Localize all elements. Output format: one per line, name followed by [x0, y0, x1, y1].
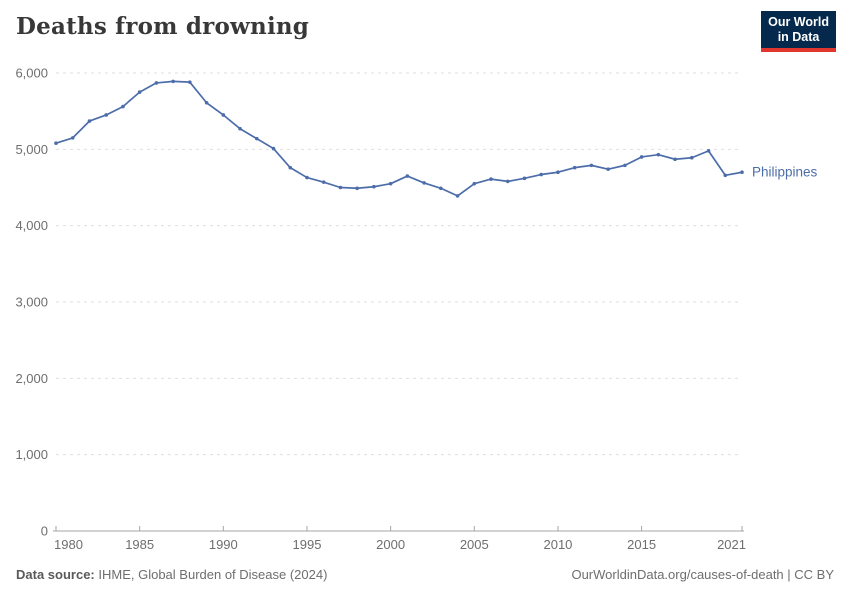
data-point-marker	[455, 194, 460, 198]
data-point-marker	[639, 155, 644, 159]
data-point-marker	[154, 81, 159, 85]
owid-logo-line2: in Data	[777, 30, 820, 44]
data-source-label: Data source:	[16, 567, 95, 582]
data-point-marker	[288, 165, 293, 170]
data-point-marker	[606, 167, 610, 171]
data-point-marker	[505, 179, 510, 184]
x-tick-label: 2015	[627, 537, 656, 552]
data-point-marker	[305, 175, 309, 180]
data-point-marker	[271, 146, 276, 151]
data-point-marker	[70, 136, 75, 140]
data-point-marker	[104, 113, 108, 117]
y-tick-label: 6,000	[15, 66, 48, 81]
y-tick-label: 2,000	[15, 371, 48, 386]
data-point-marker	[723, 173, 728, 178]
y-tick-label: 1,000	[15, 447, 48, 462]
data-point-marker	[439, 186, 443, 191]
data-point-marker	[706, 149, 711, 153]
data-point-marker	[188, 80, 192, 84]
y-tick-label: 3,000	[15, 295, 48, 310]
data-point-marker	[254, 136, 259, 141]
data-point-marker	[372, 184, 376, 189]
y-tick-label: 5,000	[15, 142, 48, 157]
data-point-marker	[405, 174, 410, 178]
data-point-marker	[740, 170, 744, 175]
data-point-marker	[556, 170, 560, 175]
data-point-marker	[338, 185, 343, 190]
data-source: Data source: IHME, Global Burden of Dise…	[16, 567, 327, 582]
chart-footer: Data source: IHME, Global Burden of Dise…	[16, 567, 834, 582]
data-point-marker	[204, 100, 209, 105]
x-tick-label: 1990	[209, 537, 238, 552]
data-point-marker	[321, 180, 326, 184]
x-tick-label: 1995	[293, 537, 322, 552]
x-tick-label: 2000	[376, 537, 405, 552]
data-point-marker	[87, 119, 92, 123]
data-point-marker	[388, 181, 393, 186]
page-title: Deaths from drowning	[16, 13, 310, 40]
data-point-marker	[171, 79, 175, 84]
data-point-marker	[673, 157, 677, 162]
data-point-marker	[54, 141, 58, 146]
data-point-marker	[539, 172, 544, 177]
data-point-marker	[489, 177, 493, 181]
x-tick-label: 2021	[717, 537, 746, 552]
data-point-marker	[572, 165, 577, 170]
x-tick-label: 1985	[125, 537, 154, 552]
attribution-link[interactable]: OurWorldinData.org/causes-of-death | CC …	[571, 567, 834, 582]
data-point-marker	[355, 186, 359, 191]
x-tick-label: 2005	[460, 537, 489, 552]
x-tick-label: 1980	[54, 537, 83, 552]
data-point-marker	[221, 113, 226, 117]
data-point-marker	[238, 126, 242, 131]
data-point-marker	[472, 181, 477, 186]
data-point-marker	[121, 104, 125, 109]
series-line-philippines	[55, 80, 743, 197]
owid-logo[interactable]: Our World in Data	[761, 11, 836, 52]
data-point-marker	[137, 90, 142, 94]
data-point-marker	[422, 181, 426, 185]
data-point-marker	[522, 176, 527, 181]
series-end-label-philippines: Philippines	[752, 165, 818, 180]
owid-logo-line1: Our World	[768, 15, 829, 29]
data-point-marker	[623, 163, 627, 168]
data-point-marker	[656, 152, 661, 157]
data-point-marker	[690, 155, 694, 160]
data-source-value: IHME, Global Burden of Disease (2024)	[98, 567, 328, 582]
data-point-marker	[589, 163, 594, 168]
y-tick-label: 0	[41, 524, 48, 539]
y-tick-label: 4,000	[15, 218, 48, 233]
x-tick-label: 2010	[543, 537, 572, 552]
